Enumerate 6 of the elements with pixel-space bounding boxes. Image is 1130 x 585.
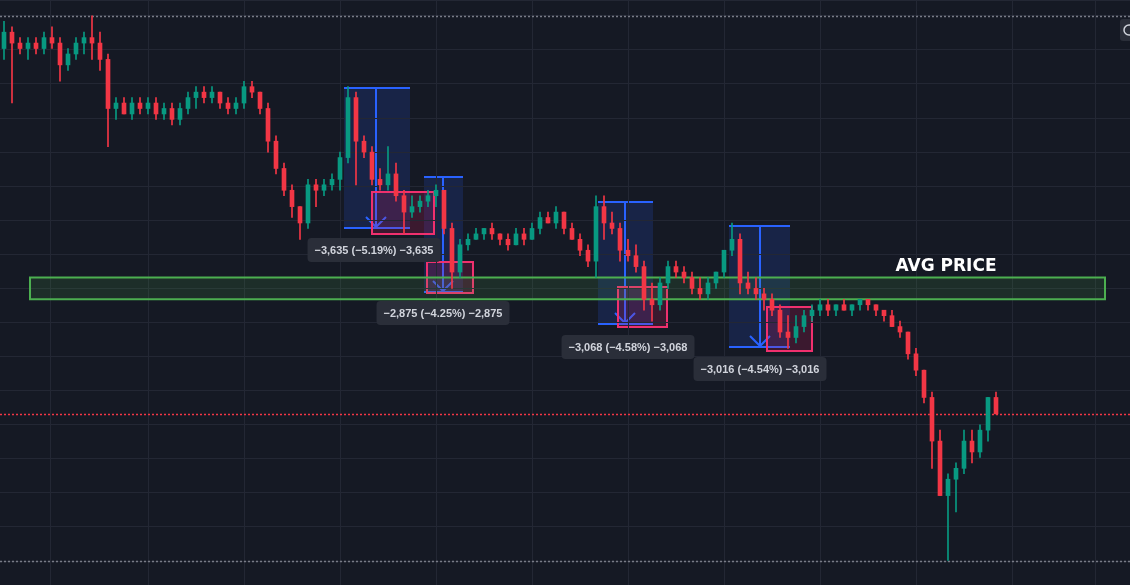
candlestick	[313, 179, 319, 207]
annotation: −2,875 (−4.25%) −2,875	[376, 301, 510, 325]
annotation: −3,016 (−4.54%) −3,016	[693, 357, 827, 381]
annotation: −3,635 (−5.19%) −3,635	[307, 238, 441, 262]
annotation: −3,068 (−4.58%) −3,068	[561, 335, 695, 359]
band-label: AVG PRICE	[895, 254, 997, 275]
